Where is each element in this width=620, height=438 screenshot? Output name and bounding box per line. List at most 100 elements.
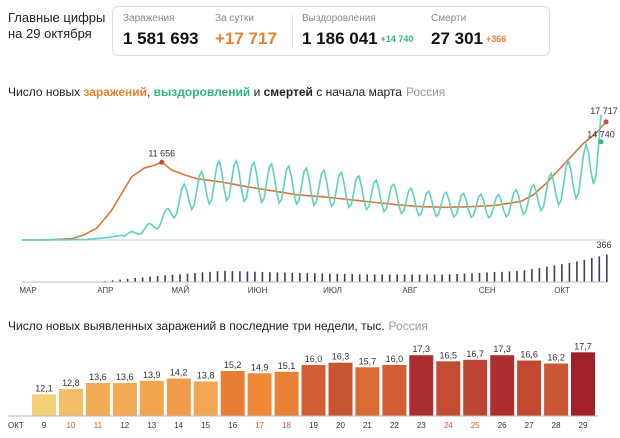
chart2-title: Число новых выявленных заражений в после… [8,319,428,333]
infections-line [22,121,607,241]
stat-deaths: Смерти 27 301 +366 [431,13,506,49]
month-tick-label: АПР [97,286,113,295]
deaths-bar [254,271,256,282]
stats-panel: Заражения 1 581 693 За сутки +17 717 Выз… [112,6,550,56]
bar [193,381,218,416]
deaths-bar [553,265,556,282]
bar [112,383,137,416]
bar-value-label: 15,1 [278,361,296,371]
stat-recoveries: Выздоровления 1 186 041 +14 740 [302,13,413,49]
bar [517,360,542,416]
deaths-bar [561,264,563,282]
deaths-bar [426,274,428,282]
stat-daily-value: +17 717 [215,29,277,48]
bar-value-label: 16,0 [386,354,404,364]
bar-value-label: 15,2 [224,360,242,370]
stat-daily: За сутки +17 717 [215,13,277,49]
bar [301,365,326,416]
bar-value-label: 12,8 [62,378,80,388]
chart1-title-suffix: с начала марта [312,85,402,99]
stat-recoveries-value: 1 186 041 [302,29,378,48]
deaths-bar [441,274,443,282]
deaths-bar [531,269,533,282]
deaths-bar [119,279,121,282]
bar-category-label: 28 [552,421,561,430]
deaths-bar [314,273,316,282]
deaths-bar [306,273,309,282]
bar [436,361,461,417]
month-tick-label: ИЮН [248,286,268,295]
deaths-bar [388,274,391,282]
deaths-bar [546,266,548,282]
bar-category-label: 18 [282,421,291,430]
deaths-bar [448,274,451,282]
last-recoveries-marker [598,139,604,145]
deaths-bar [321,273,324,282]
bar-value-label: 15,7 [359,356,377,366]
bar [85,383,110,416]
header-title-line1: Главные цифры [8,10,106,25]
bar-value-label: 13,9 [143,370,161,380]
header-title-line2: на 29 октября [8,26,92,41]
peak-marker [159,159,165,165]
bar [247,373,272,417]
bar-value-label: 13,6 [116,372,134,382]
deaths-bar [269,272,271,282]
chart2-title-text: Число новых выявленных заражений в после… [8,319,385,333]
deaths-bar [501,271,503,282]
bar-category-label: 23 [417,421,426,430]
bar [571,352,595,416]
bar-category-label: 16 [228,421,237,430]
deaths-bar [568,262,571,282]
deaths-bar [186,273,189,282]
bar-category-label: 20 [336,421,345,430]
month-tick-label: СЕН [479,286,496,295]
deaths-bar [366,274,368,282]
deaths-bar [508,271,511,282]
bar-category-label: 21 [363,421,372,430]
bar [220,371,245,416]
last-deaths-label: 366 [596,240,611,250]
chart1-title-recoveries: выздоровлений [153,85,251,99]
bar-category-label: 26 [498,421,507,430]
deaths-bar [433,274,436,282]
bar-category-label: 25 [471,421,480,430]
stat-deaths-value: 27 301 [431,29,483,48]
bar [166,378,191,416]
deaths-bar [538,267,541,282]
deaths-bar [583,259,586,282]
deaths-bar [576,261,578,282]
deaths-bar [358,274,361,282]
stat-infections-label: Заражения [123,13,175,24]
bar-category-label: 12 [120,421,129,430]
deaths-bar [486,272,488,282]
deaths-bar [179,274,181,282]
deaths-bar [478,272,481,282]
chart1-title-deaths: смертей [263,85,313,99]
deaths-bar [591,258,593,282]
bar-category-label: 22 [390,421,399,430]
deaths-bar [231,271,234,282]
deaths-bar [329,273,331,282]
deaths-bar [493,272,496,282]
bar-category-label: 13 [147,421,156,430]
bar-category-label: 11 [94,421,103,430]
bar-value-label: 16,0 [305,354,323,364]
bar-value-label: 14,9 [251,362,269,372]
deaths-bar [598,256,601,282]
deaths-bar [351,274,353,282]
stat-infections: Заражения 1 581 693 [123,13,199,49]
stat-deaths-label: Смерти [431,13,467,24]
deaths-bar [463,273,466,282]
stat-deaths-delta: +366 [486,34,507,44]
deaths-bar [141,277,144,282]
bar [32,394,56,416]
chart1-title-and: и [250,85,264,99]
month-tick-label: МАР [19,286,36,295]
deaths-bar [209,271,211,283]
recoveries-line [22,114,602,241]
deaths-bar [171,274,174,282]
deaths-bar [381,274,383,282]
peak-label: 11 656 [148,148,175,158]
chart1-title: Число новых заражений, выздоровлений и с… [8,85,445,99]
